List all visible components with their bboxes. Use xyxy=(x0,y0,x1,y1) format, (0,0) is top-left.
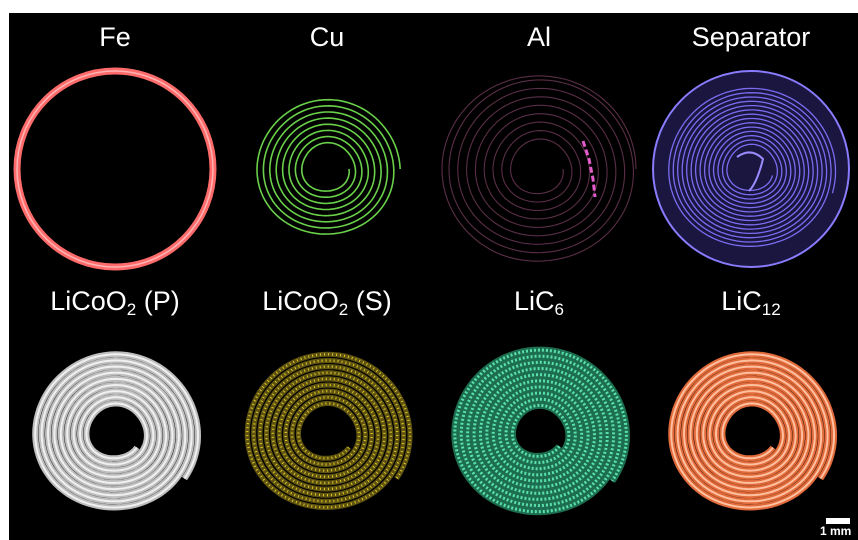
panel-label: Separator xyxy=(691,22,811,52)
al-element-map xyxy=(441,75,637,262)
scale-bar-label: 1 mm xyxy=(820,524,852,538)
panel-licoo2-p: LiCoO2 (P) xyxy=(9,277,221,540)
lic6-element-map xyxy=(451,346,630,516)
panel-label: LiC6 xyxy=(514,286,564,319)
panel-licoo2-s: LiCoO2 (S) xyxy=(221,277,433,540)
panel-lic12: LiC12 xyxy=(645,277,857,540)
licoo2-s-element-map xyxy=(244,351,413,511)
panel-cu: Cu xyxy=(221,13,433,276)
panel-fe: Fe xyxy=(9,13,221,276)
panel-label: Cu xyxy=(309,22,345,52)
image-frame: Fe Cu Al Separator LiCoO2 (P) xyxy=(9,13,858,540)
scale-bar-line xyxy=(826,518,850,524)
lic12-element-map xyxy=(668,351,838,511)
cu-element-map xyxy=(256,98,401,235)
panel-label: LiCoO2 (S) xyxy=(262,286,392,319)
scale-bar: 1 mm xyxy=(818,512,858,540)
panel-separator: Separator xyxy=(645,13,857,276)
panel-label: LiCoO2 (P) xyxy=(50,286,180,319)
separator-element-map xyxy=(652,70,850,268)
panel-lic6: LiC6 xyxy=(433,277,645,540)
licoo2-p-element-map xyxy=(32,351,202,511)
panel-label: LiC12 xyxy=(721,286,781,319)
panel-label: Al xyxy=(526,22,551,52)
panel-al: Al xyxy=(433,13,645,276)
fe-element-map xyxy=(13,67,217,271)
panel-label: Fe xyxy=(99,22,131,52)
